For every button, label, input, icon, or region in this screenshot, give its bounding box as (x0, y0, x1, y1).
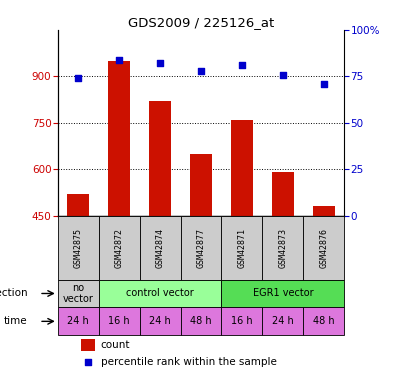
Bar (99, 216, 140, 279)
Text: GSM42873: GSM42873 (278, 228, 287, 268)
Bar (221, 279, 344, 308)
Bar (271, 172, 294, 216)
Bar (140, 216, 181, 279)
Bar (303, 308, 344, 335)
Text: 48 h: 48 h (313, 316, 335, 326)
Text: 48 h: 48 h (190, 316, 212, 326)
Bar (181, 216, 221, 279)
Bar (181, 308, 221, 335)
Text: 16 h: 16 h (108, 316, 130, 326)
Bar (58, 308, 99, 335)
Text: 24 h: 24 h (67, 316, 89, 326)
Bar (99, 308, 140, 335)
Point (280, 72, 286, 78)
Bar (221, 216, 262, 279)
Bar (303, 216, 344, 279)
Text: GSM42875: GSM42875 (74, 228, 83, 268)
Text: infection: infection (0, 288, 27, 298)
Bar (67, 194, 90, 216)
Title: GDS2009 / 225126_at: GDS2009 / 225126_at (128, 16, 274, 29)
Bar (99, 279, 221, 308)
Bar (140, 308, 181, 335)
Point (75, 75, 81, 81)
Point (85, 359, 91, 365)
Text: GSM42874: GSM42874 (156, 228, 164, 268)
Point (239, 62, 245, 68)
Point (198, 68, 204, 74)
Point (321, 81, 327, 87)
Point (116, 57, 122, 63)
Bar (81, 339, 95, 351)
Text: time: time (4, 316, 27, 326)
Text: GSM42877: GSM42877 (197, 228, 205, 268)
Bar (58, 216, 99, 279)
Bar (231, 120, 253, 216)
Text: GSM42876: GSM42876 (319, 228, 328, 268)
Text: 24 h: 24 h (272, 316, 294, 326)
Text: control vector: control vector (126, 288, 194, 298)
Bar (262, 216, 303, 279)
Text: no
vector: no vector (63, 283, 94, 304)
Point (157, 60, 163, 66)
Bar (58, 279, 99, 308)
Text: GSM42871: GSM42871 (238, 228, 246, 268)
Text: 16 h: 16 h (231, 316, 253, 326)
Text: 24 h: 24 h (149, 316, 171, 326)
Bar (108, 61, 131, 216)
Text: GSM42872: GSM42872 (115, 228, 124, 268)
Text: count: count (101, 340, 130, 350)
Bar (312, 206, 335, 216)
Text: EGR1 vector: EGR1 vector (253, 288, 313, 298)
Bar (221, 308, 262, 335)
Bar (190, 154, 212, 216)
Bar (149, 101, 171, 216)
Bar (262, 308, 303, 335)
Text: percentile rank within the sample: percentile rank within the sample (101, 357, 277, 367)
